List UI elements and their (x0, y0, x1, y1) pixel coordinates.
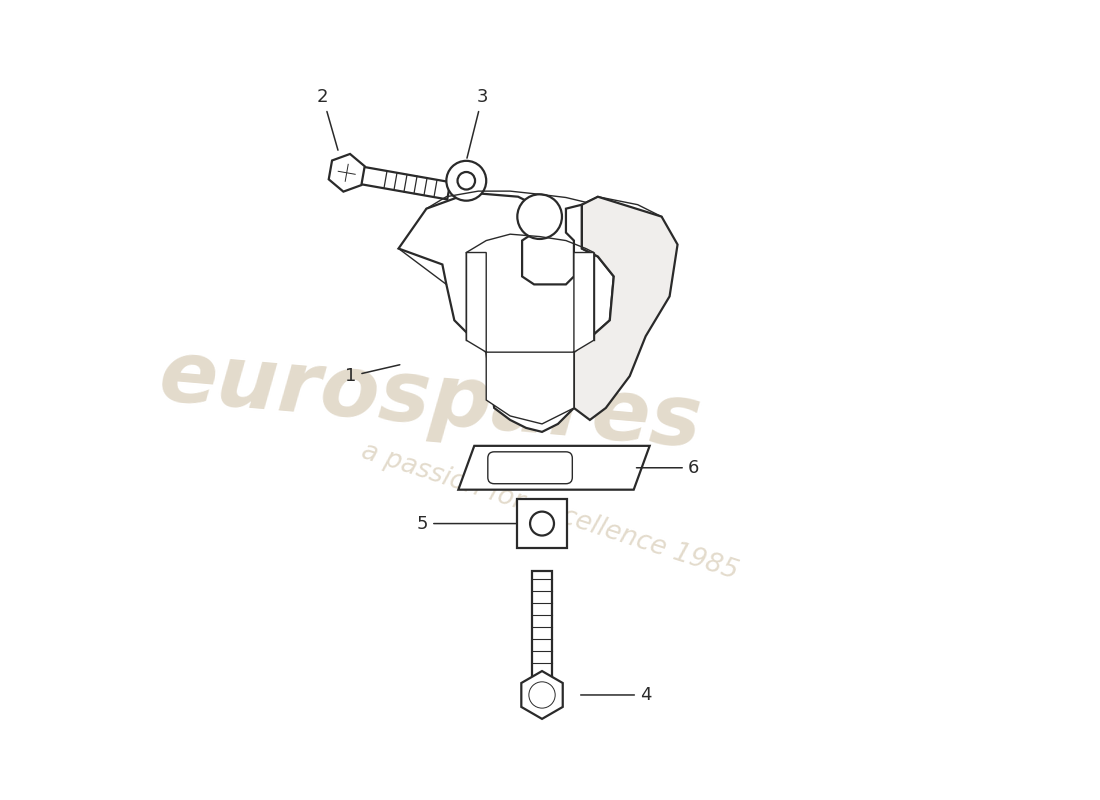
Circle shape (458, 172, 475, 190)
Polygon shape (574, 197, 678, 420)
Polygon shape (466, 253, 486, 352)
Polygon shape (532, 571, 551, 687)
FancyBboxPatch shape (517, 499, 566, 548)
Circle shape (529, 682, 556, 708)
Text: 1: 1 (345, 365, 399, 385)
Text: 6: 6 (637, 458, 700, 477)
Text: 2: 2 (317, 88, 338, 150)
Polygon shape (345, 164, 450, 199)
Text: a passion for excellence 1985: a passion for excellence 1985 (359, 438, 741, 585)
FancyBboxPatch shape (487, 452, 572, 484)
Polygon shape (521, 671, 563, 719)
Circle shape (530, 512, 554, 535)
Polygon shape (574, 253, 594, 352)
Circle shape (517, 194, 562, 239)
Polygon shape (398, 193, 614, 432)
Polygon shape (329, 154, 365, 192)
Circle shape (447, 161, 486, 201)
Polygon shape (486, 352, 574, 424)
Polygon shape (459, 446, 650, 490)
Text: 3: 3 (468, 88, 488, 158)
Text: 5: 5 (417, 514, 517, 533)
Text: eurospares: eurospares (155, 335, 705, 465)
Text: 4: 4 (581, 686, 651, 704)
